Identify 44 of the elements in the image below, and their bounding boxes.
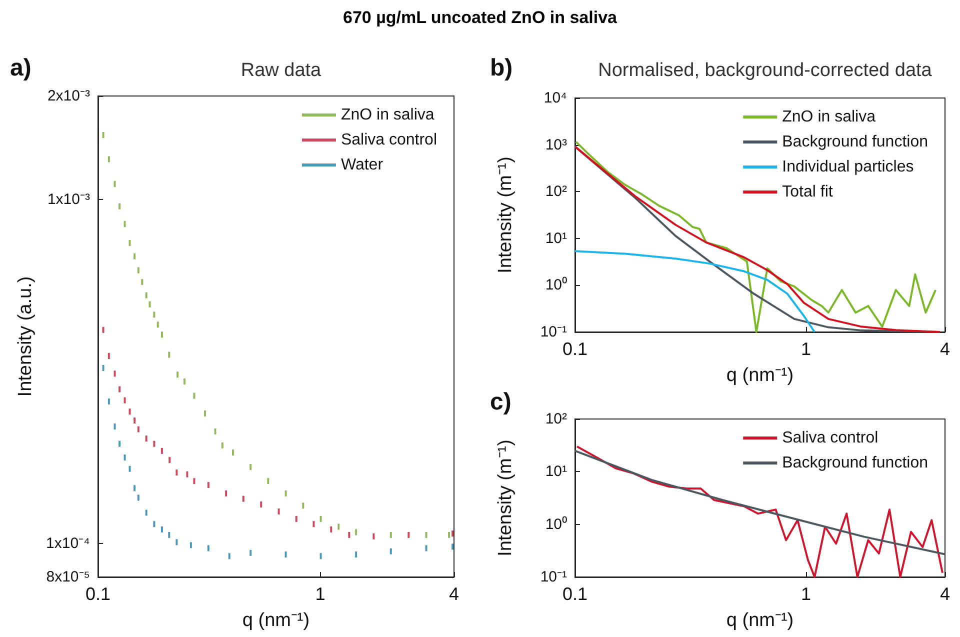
x-tick-label: 1 <box>800 339 811 359</box>
x-tick-label: 4 <box>940 584 950 604</box>
y-tick-label: 10⁴ <box>544 90 567 106</box>
x-axis-title: q (nm⁻¹) <box>726 610 794 631</box>
y-tick-label: 10⁻¹ <box>540 568 567 586</box>
y-axis-title: Intensity (m⁻¹) <box>495 440 516 556</box>
legend-label: Background function <box>782 134 928 150</box>
text: c) <box>490 388 512 416</box>
y-tick-label: 2x10⁻³ <box>47 88 90 104</box>
x-tick-label: 4 <box>940 339 950 359</box>
chart-title: Raw data <box>240 60 322 81</box>
y-tick-label: 1x10⁻⁴ <box>46 535 90 552</box>
text: 670 µg/mL uncoated ZnO in saliva <box>342 8 618 28</box>
y-tick-label: 10¹ <box>545 230 567 247</box>
y-tick-label: 10¹ <box>545 463 567 480</box>
y-tick-label: 10⁻¹ <box>540 324 567 340</box>
legend-label: ZnO in saliva <box>782 108 876 126</box>
y-tick-label: 8x10⁻⁵ <box>46 568 90 586</box>
y-tick-label: 10² <box>545 410 567 428</box>
x-tick-label: 0.1 <box>562 584 588 604</box>
legend-label: ZnO in saliva <box>340 106 434 124</box>
x-tick-label: 0.1 <box>562 339 588 359</box>
x-tick-label: 0.1 <box>85 584 111 604</box>
y-tick-label: 10² <box>545 183 567 200</box>
x-tick-label: 1 <box>800 584 811 604</box>
legend-label: Individual particles <box>782 158 914 176</box>
text: b) <box>490 54 513 82</box>
x-axis-title: q (nm⁻¹) <box>726 365 794 386</box>
y-tick-label: 10⁰ <box>545 276 567 294</box>
chart-title: Normalised, background-corrected data <box>598 60 932 81</box>
legend-label: Water <box>340 156 384 174</box>
legend-label: Background function <box>782 454 928 472</box>
legend-label: Saliva control <box>782 430 878 446</box>
x-tick-label: 1 <box>315 584 326 604</box>
x-tick-label: 4 <box>448 584 460 604</box>
legend-label: Saliva control <box>340 132 437 148</box>
text: a) <box>10 54 32 82</box>
x-axis-title: q (nm⁻¹) <box>242 610 310 631</box>
legend-label: Total fit <box>782 184 834 200</box>
y-tick-label: 1x10⁻³ <box>47 191 90 208</box>
y-tick-label: 10³ <box>545 136 567 154</box>
y-axis-title: Intensity (a.u.) <box>15 276 36 397</box>
y-axis-title: Intensity (m⁻¹) <box>495 156 516 274</box>
y-tick-label: 10⁰ <box>545 516 567 533</box>
